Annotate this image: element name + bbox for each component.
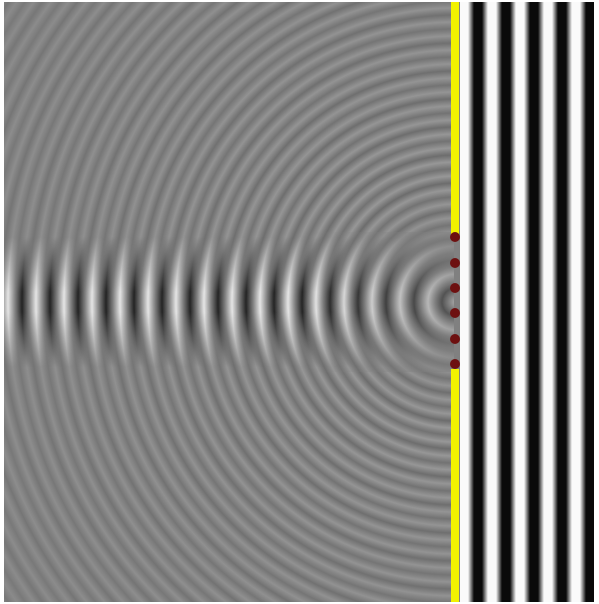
wave-field: [4, 2, 594, 602]
near-field: [304, 232, 454, 372]
slit-source: [450, 258, 460, 268]
barrier: [451, 369, 459, 602]
slit-source: [450, 334, 460, 344]
slit-source: [450, 283, 460, 293]
slit-source: [450, 308, 460, 318]
barrier: [451, 2, 459, 235]
slit-source: [450, 359, 460, 369]
plane-waves: [460, 2, 594, 602]
slit-source: [450, 232, 460, 242]
